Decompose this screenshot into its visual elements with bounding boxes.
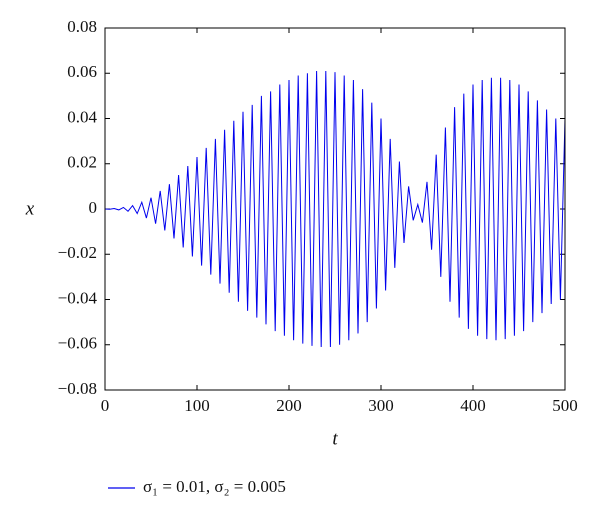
x-axis-label: t <box>332 428 338 449</box>
y-axis-label: x <box>25 198 35 219</box>
x-tick-label: 500 <box>552 396 578 415</box>
y-tick-label: −0.04 <box>58 288 98 307</box>
x-tick-label: 300 <box>368 396 394 415</box>
x-tick-label: 0 <box>101 396 110 415</box>
y-tick-label: 0.06 <box>67 62 97 81</box>
y-tick-label: 0 <box>89 198 98 217</box>
x-tick-label: 100 <box>184 396 210 415</box>
y-tick-label: 0.08 <box>67 17 97 36</box>
x-tick-label: 400 <box>460 396 486 415</box>
y-tick-label: 0.02 <box>67 153 97 172</box>
y-tick-label: −0.02 <box>58 243 97 262</box>
line <box>104 70 566 348</box>
x-tick-label: 200 <box>276 396 302 415</box>
y-tick-label: −0.06 <box>58 334 97 353</box>
y-tick-label: −0.08 <box>58 379 97 398</box>
y-tick-label: 0.04 <box>67 107 97 126</box>
plot-frame <box>104 27 566 391</box>
legend-label: σ₁ = 0.01, σ₂ = 0.005 <box>143 477 286 496</box>
